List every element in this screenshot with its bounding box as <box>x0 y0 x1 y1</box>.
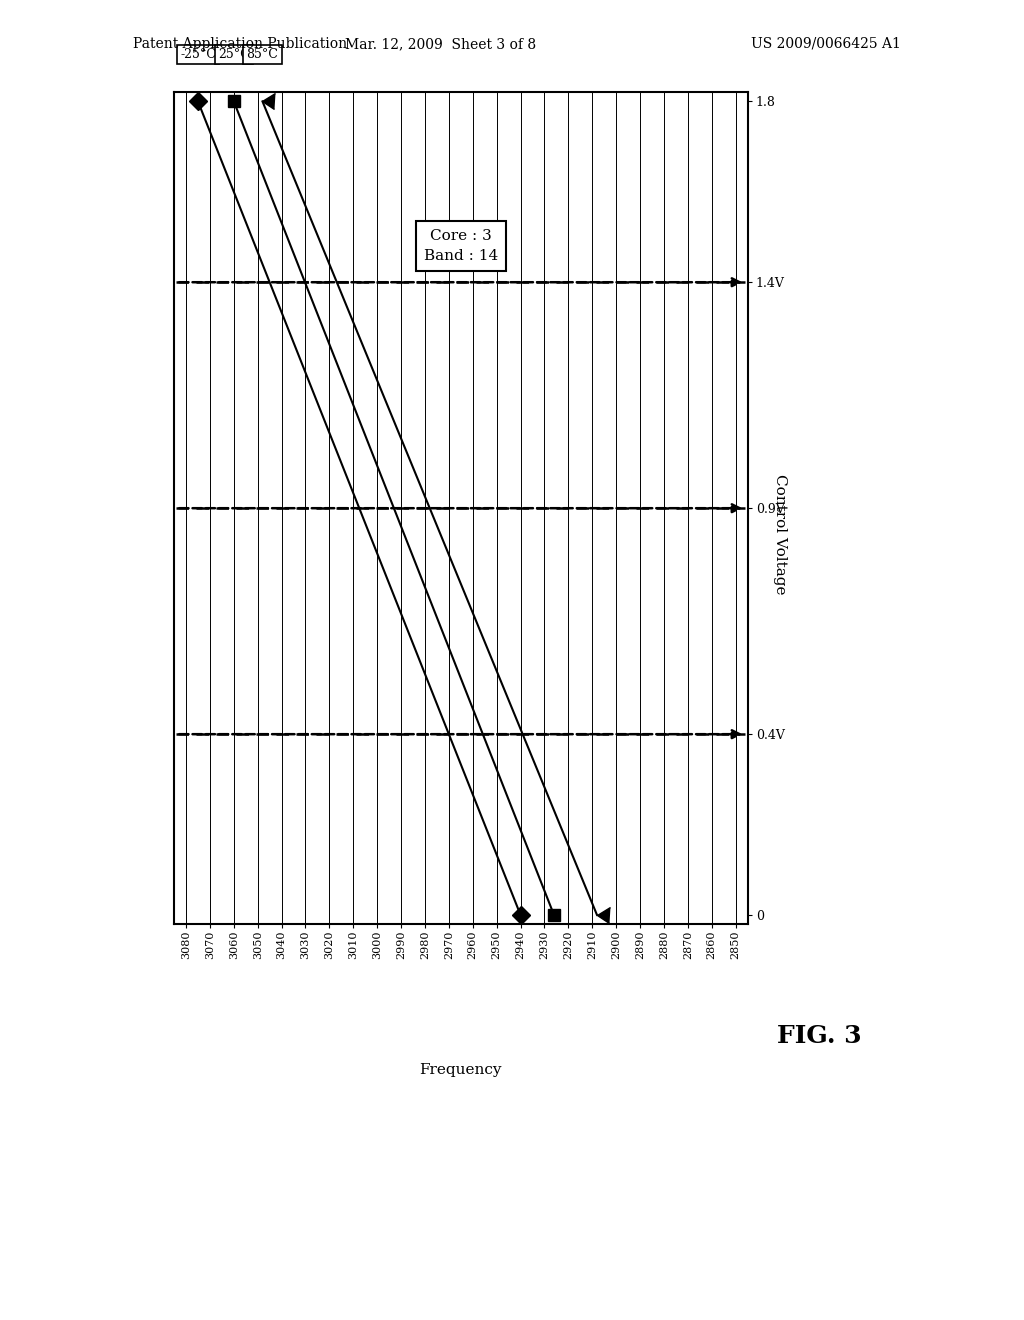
Text: Core : 3
Band : 14: Core : 3 Band : 14 <box>424 228 498 264</box>
Text: 25°C: 25°C <box>218 48 250 61</box>
Text: Frequency: Frequency <box>420 1063 502 1077</box>
Text: 85°C: 85°C <box>247 48 279 61</box>
Text: Control Voltage: Control Voltage <box>773 474 787 595</box>
Text: US 2009/0066425 A1: US 2009/0066425 A1 <box>752 37 901 51</box>
Text: -25°C: -25°C <box>180 48 216 61</box>
Text: FIG. 3: FIG. 3 <box>777 1024 861 1048</box>
Text: Mar. 12, 2009  Sheet 3 of 8: Mar. 12, 2009 Sheet 3 of 8 <box>345 37 536 51</box>
Text: Patent Application Publication: Patent Application Publication <box>133 37 347 51</box>
